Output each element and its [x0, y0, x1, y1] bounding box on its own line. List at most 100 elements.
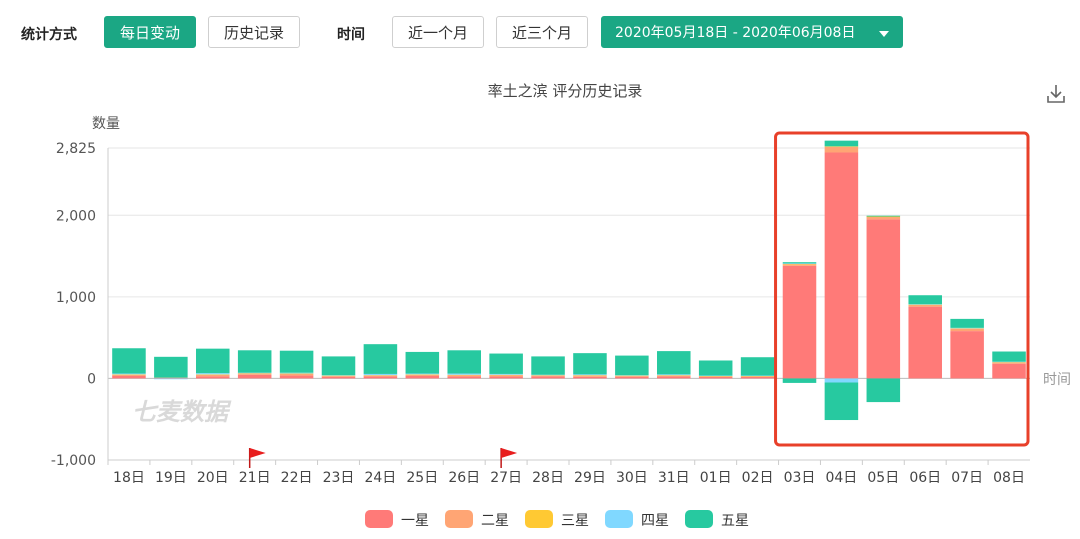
x-tick-label: 05日: [867, 470, 899, 486]
bar-segment: [698, 376, 733, 379]
bar-segment: [950, 327, 984, 329]
bar-segment: [657, 375, 691, 377]
bar-segment: [615, 375, 649, 377]
bar-segment: [321, 375, 356, 377]
flag-cloth: [501, 448, 518, 458]
watermark: 七麦数据: [132, 398, 232, 426]
bar-segment: [447, 374, 481, 376]
bar-segment: [992, 362, 1026, 364]
bar-segment: [573, 353, 607, 375]
history-button[interactable]: 历史记录: [208, 16, 300, 48]
toolbar: 统计方式 每日变动 历史记录 时间 近一个月 近三个月 2020年05月18日 …: [0, 0, 1080, 60]
x-tick-label: 29日: [574, 470, 606, 486]
bar-segment: [196, 374, 230, 375]
bar-segment: [154, 356, 188, 378]
legend-swatch: [685, 510, 713, 528]
bar-segment: [950, 331, 984, 379]
time-label: 时间: [337, 27, 365, 43]
bar-segment: [112, 374, 146, 376]
bar-segment: [363, 373, 398, 376]
bar-segment: [573, 375, 607, 377]
bar-segment: [615, 376, 649, 379]
bar-segment: [908, 305, 942, 307]
bar-segment: [698, 376, 733, 377]
bar-segment: [908, 304, 942, 305]
x-tick-label: 02日: [742, 470, 774, 486]
bar-segment: [866, 216, 901, 220]
bar-segment: [363, 376, 398, 379]
x-tick-label: 20日: [197, 470, 229, 486]
last-month-button[interactable]: 近一个月: [392, 16, 484, 48]
bar-segment: [489, 373, 523, 375]
download-icon[interactable]: [1044, 82, 1068, 106]
date-range-picker[interactable]: 2020年05月18日 - 2020年06月08日: [601, 16, 903, 48]
legend-label: 四星: [641, 513, 669, 529]
x-tick-label: 18日: [113, 470, 145, 486]
bar-segment: [782, 263, 817, 264]
x-tick-label: 01日: [700, 470, 732, 486]
y-axis-label: 数量: [92, 116, 120, 132]
bar-segment: [112, 348, 146, 374]
bar-segment: [824, 382, 859, 421]
y-tick-label: 1,000: [56, 290, 96, 306]
legend-swatch: [605, 510, 633, 528]
legend-swatch: [365, 510, 393, 528]
x-tick-label: 22日: [281, 470, 313, 486]
bar-segment: [573, 375, 607, 376]
bar-segment: [154, 377, 188, 379]
bar-segment: [237, 374, 272, 379]
bar-segment: [782, 263, 817, 265]
bar-segment: [489, 375, 523, 377]
last-three-months-button[interactable]: 近三个月: [496, 16, 588, 48]
bar-segment: [950, 328, 984, 332]
bar-segment: [279, 350, 314, 373]
bar-segment: [782, 265, 817, 379]
bar-segment: [321, 375, 356, 377]
bar-segment: [824, 378, 859, 383]
bar-segment: [740, 375, 775, 377]
daily-change-button[interactable]: 每日变动: [104, 16, 196, 48]
x-tick-label: 25日: [406, 470, 438, 486]
bar-segment: [489, 376, 523, 379]
bar-segment: [363, 344, 398, 374]
bar-segment: [866, 216, 901, 218]
bar-segment: [782, 262, 817, 264]
x-tick-label: 23日: [323, 470, 355, 486]
bar-segment: [740, 376, 775, 377]
bar-segment: [112, 375, 146, 379]
bar-segment: [950, 318, 984, 328]
bar-segment: [992, 351, 1026, 362]
bar-segment: [908, 304, 942, 306]
bar-segment: [657, 374, 691, 376]
bar-segment: [196, 376, 230, 379]
bar-segment: [740, 376, 775, 379]
bar-segment: [405, 373, 440, 375]
bar-segment: [237, 350, 272, 373]
legend-label: 五星: [721, 513, 749, 529]
bar-segment: [824, 146, 859, 153]
x-tick-label: 03日: [784, 470, 816, 486]
flag-cloth: [249, 448, 266, 458]
legend: 一星 二星 三星 四星 五星: [0, 508, 1080, 530]
bar-segment: [908, 295, 942, 305]
bar-segment: [531, 375, 565, 377]
bar-segment: [196, 373, 230, 375]
bar-segment: [866, 378, 901, 403]
chart-area: 2,825 2,000 1,000 0 -1,000 18日 19日 20日 21日 22日 23日…: [51, 116, 1071, 486]
bar-segment: [824, 140, 859, 147]
bar-segment: [237, 373, 272, 374]
bar-segment: [782, 264, 817, 266]
y-tick-label: 2,000: [56, 208, 96, 224]
bars: [112, 140, 1026, 421]
bar-segment: [237, 373, 272, 375]
bar-segment: [363, 375, 398, 377]
bar-segment: [112, 373, 146, 375]
bar-segment: [279, 373, 314, 376]
caret-down-icon: [879, 31, 889, 37]
highlight-box: [774, 131, 1030, 447]
bar-segment: [698, 360, 733, 376]
bar-segment: [698, 375, 733, 377]
x-tick-label: 31日: [658, 470, 690, 486]
bar-segment: [531, 375, 565, 376]
stat-method-label: 统计方式: [21, 27, 77, 43]
